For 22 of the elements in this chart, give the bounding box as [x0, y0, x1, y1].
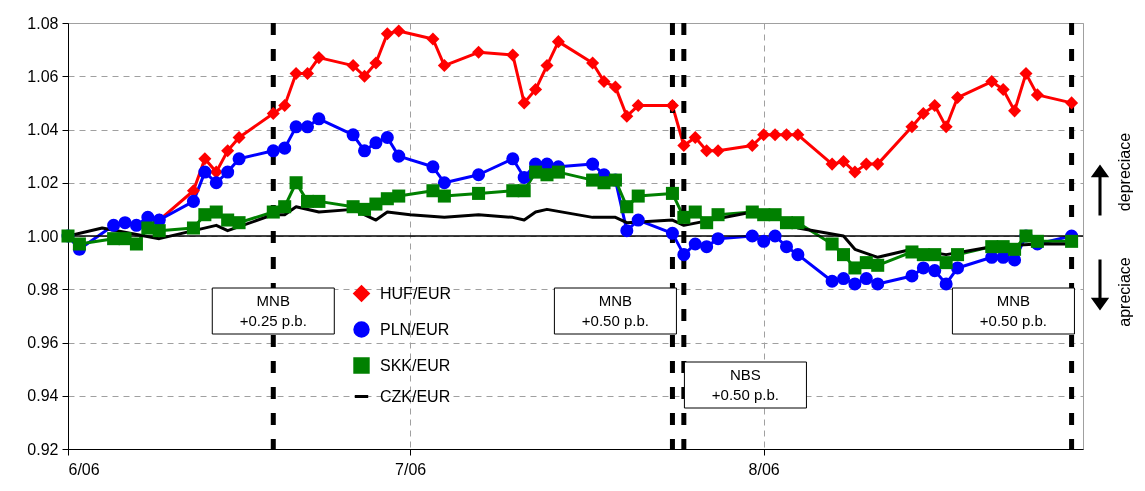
ref-line-label: MNB +0.50 p.b. [581, 292, 649, 329]
legend-label: SKK/EUR [380, 356, 451, 374]
x-tick-label: 8/06 [748, 460, 780, 478]
y-tick-label: 0.94 [27, 387, 59, 405]
ref-line-label: NBS +0.50 p.b. [711, 366, 780, 403]
legend-label: PLN/EUR [380, 320, 450, 338]
ref-line-label: MNB +0.25 p.b. [239, 292, 307, 329]
legend-label: CZK/EUR [380, 387, 451, 405]
y-tick-label: 1.04 [27, 121, 59, 138]
y-tick-label: 0.96 [27, 334, 59, 351]
x-tick-label: 7/06 [395, 460, 427, 478]
y-tick-label: 1.06 [27, 67, 59, 85]
legend-label: HUF/EUR [380, 284, 452, 302]
y-tick-label: 0.98 [27, 280, 59, 298]
text: apreciace [1116, 257, 1133, 327]
y-tick-label: 1.02 [27, 174, 59, 192]
y-tick-label: 1.08 [27, 14, 59, 32]
ref-line-label: MNB +0.50 p.b. [979, 292, 1048, 329]
x-tick-label: 6/06 [68, 460, 100, 478]
text: depreciace [1116, 132, 1133, 212]
y-tick-label: 1.00 [27, 227, 59, 245]
y-tick-label: 0.92 [27, 440, 59, 458]
